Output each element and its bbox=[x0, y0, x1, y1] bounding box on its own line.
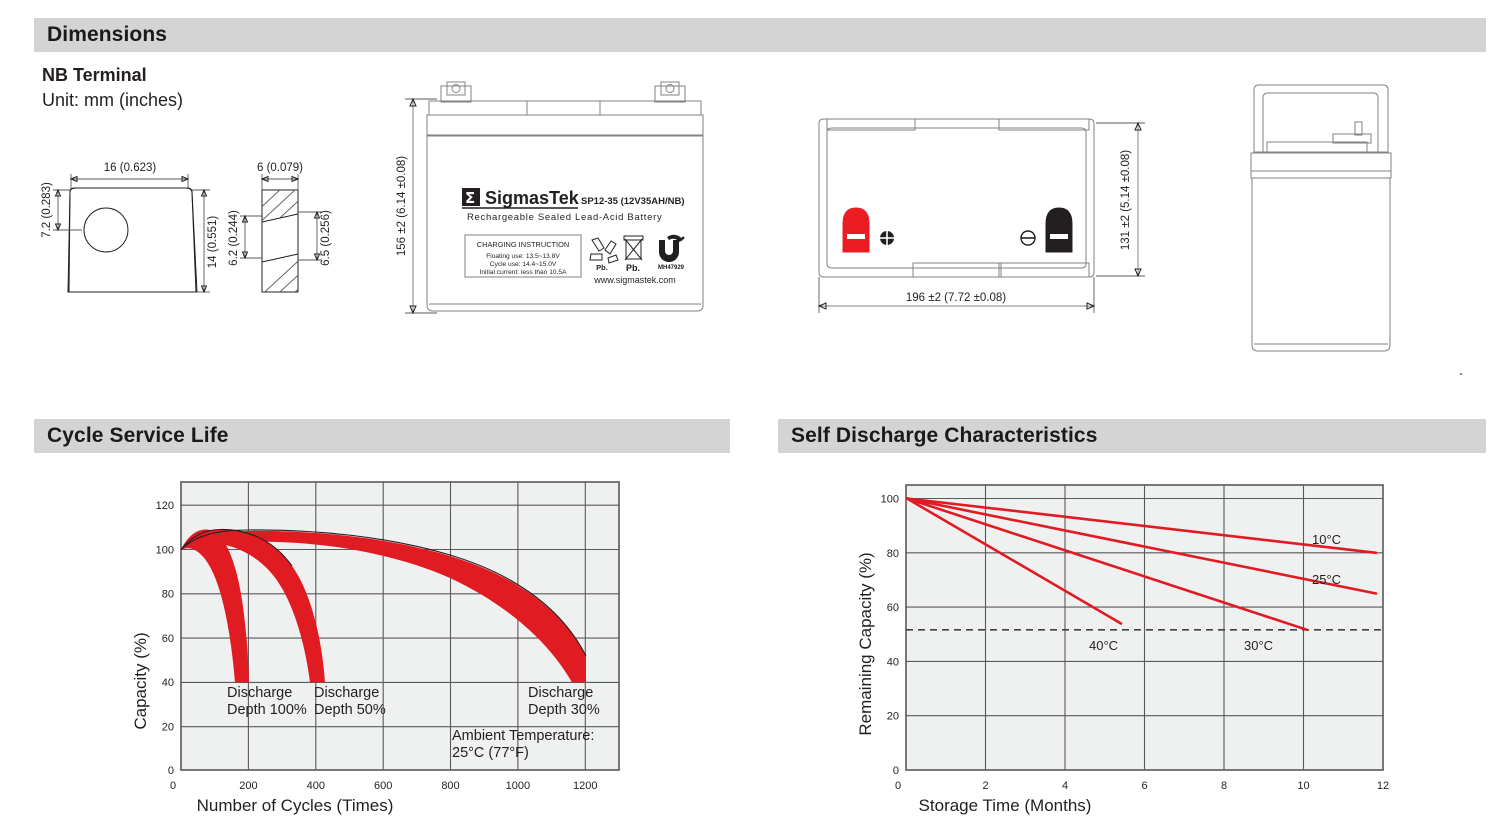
battery-label-content: Σ SigmasTek SP12-35 (12V35AH/NB) Recharg… bbox=[462, 188, 685, 285]
terminal-type-label: NB Terminal bbox=[42, 65, 147, 85]
no-trash-pb-text: Pb. bbox=[626, 263, 640, 273]
ul-listed-icon: MH47929 bbox=[658, 234, 685, 271]
ytick-60: 60 bbox=[162, 633, 174, 645]
series-line-10C bbox=[905, 497, 1378, 555]
annotation-ambient-line1: Ambient Temperature: bbox=[452, 728, 594, 744]
xtick-400: 400 bbox=[307, 780, 325, 792]
y-axis-title-sd: Remaining Capacity (%) bbox=[856, 552, 875, 735]
series-label-25C: 25°C bbox=[1312, 572, 1341, 587]
annotation-dod50-line2: Depth 50% bbox=[314, 702, 386, 718]
annotation-dod30-line2: Depth 30% bbox=[528, 702, 600, 718]
xtick-sd-4: 4 bbox=[1062, 780, 1068, 792]
annotation-dod30-line1: Discharge bbox=[528, 685, 593, 701]
ytick-sd-100: 100 bbox=[881, 494, 899, 506]
ytick-sd-0: 0 bbox=[893, 765, 899, 777]
xtick-sd-8: 8 bbox=[1221, 780, 1227, 792]
xtick-0: 0 bbox=[170, 780, 176, 792]
battery-description: Rechargeable Sealed Lead-Acid Battery bbox=[467, 212, 662, 223]
xtick-sd-2: 2 bbox=[982, 780, 988, 792]
section-header-self-discharge: Self Discharge Characteristics bbox=[778, 419, 1486, 453]
section-title-cycle-service-life: Cycle Service Life bbox=[47, 424, 229, 447]
negative-polarity-icon bbox=[1020, 230, 1036, 246]
charging-instruction-title: CHARGING INSTRUCTION bbox=[477, 240, 569, 249]
section-header-dimensions: Dimensions bbox=[34, 18, 1486, 52]
dim-battery-height: 156 ±2 (6.14 ±0.08) bbox=[396, 156, 408, 256]
dim-battery-width: 196 ±2 (7.72 ±0.08) bbox=[906, 292, 1006, 304]
y-axis-title: Capacity (%) bbox=[131, 632, 150, 729]
ytick-sd-60: 60 bbox=[887, 602, 899, 614]
annotation-dod100-line2: Depth 100% bbox=[227, 702, 307, 718]
xtick-1200: 1200 bbox=[573, 780, 597, 792]
negative-terminal bbox=[1045, 207, 1073, 253]
dim-terminal-thickness: 6 (0.079) bbox=[257, 162, 303, 174]
dim-battery-depth: 131 ±2 (5.14 ±0.08) bbox=[1120, 150, 1132, 250]
xtick-sd-6: 6 bbox=[1141, 780, 1147, 792]
charging-line-1: Cycle use: 14.4~15.0V bbox=[490, 261, 557, 268]
xtick-600: 600 bbox=[374, 780, 392, 792]
ytick-20: 20 bbox=[162, 722, 174, 734]
ytick-80: 80 bbox=[162, 589, 174, 601]
x-axis-title-sd: Storage Time (Months) bbox=[919, 796, 1092, 815]
recycle-pb-text: Pb. bbox=[596, 263, 608, 272]
ytick-40: 40 bbox=[162, 677, 174, 689]
ytick-0: 0 bbox=[168, 765, 174, 777]
ytick-100: 100 bbox=[156, 544, 174, 556]
xtick-200: 200 bbox=[239, 780, 257, 792]
section-header-cycle-service-life: Cycle Service Life bbox=[34, 419, 730, 453]
sigma-logo-icon bbox=[462, 188, 480, 206]
ul-file-number: MH47929 bbox=[658, 265, 685, 271]
terminal-detail-drawing: 16 (0.623) 7.2 (0.283) 14 (0.551) bbox=[40, 150, 390, 330]
dim-terminal-height: 14 (0.551) bbox=[207, 216, 219, 269]
ytick-120: 120 bbox=[156, 500, 174, 512]
xtick-sd-0: 0 bbox=[895, 780, 901, 792]
charging-line-2: Initial current: less than 10.5A bbox=[480, 269, 567, 276]
unit-note-label: Unit: mm (inches) bbox=[42, 90, 184, 110]
xtick-sd-12: 12 bbox=[1377, 780, 1389, 792]
dim-terminal-outer: 6.5 (0.256) bbox=[320, 210, 332, 266]
ytick-sd-40: 40 bbox=[887, 656, 899, 668]
battery-top-view: 131 ±2 (5.14 ±0.08) 196 ±2 (7.72 ±0.08) bbox=[800, 100, 1190, 325]
series-label-40C: 40°C bbox=[1089, 638, 1118, 653]
annotation-dod50-line1: Discharge bbox=[314, 685, 379, 701]
dim-terminal-inner: 6.2 (0.244) bbox=[228, 210, 240, 266]
dim-terminal-width: 16 (0.623) bbox=[104, 162, 157, 174]
charging-instruction-box bbox=[464, 234, 582, 278]
svg-text:Σ: Σ bbox=[465, 189, 475, 207]
series-label-10C: 10°C bbox=[1312, 532, 1341, 547]
annotation-dod100-line1: Discharge bbox=[227, 685, 292, 701]
xtick-800: 800 bbox=[441, 780, 459, 792]
section-title-self-discharge: Self Discharge Characteristics bbox=[791, 424, 1098, 447]
series-label-30C: 30°C bbox=[1244, 638, 1273, 653]
brand-name: SigmasTek bbox=[485, 188, 580, 208]
x-axis-title: Number of Cycles (Times) bbox=[197, 796, 394, 815]
xtick-sd-10: 10 bbox=[1297, 780, 1309, 792]
positive-polarity-icon bbox=[879, 230, 895, 246]
annotation-ambient-line2: 25°C (77°F) bbox=[452, 745, 529, 761]
charging-line-0: Floating use: 13.5~13.8V bbox=[486, 253, 560, 260]
page-artifact-dot bbox=[1460, 373, 1462, 375]
series-line-25C bbox=[905, 497, 1378, 595]
battery-end-view bbox=[1230, 80, 1430, 365]
recycle-pb-icon: Pb. bbox=[589, 237, 619, 272]
series-line-40C bbox=[905, 497, 1123, 625]
chart-cycle-service-life: 0 20 40 60 80 100 120 0 200 400 600 800 … bbox=[120, 466, 660, 816]
dim-terminal-hole-offset: 7.2 (0.283) bbox=[41, 182, 53, 238]
chart-self-discharge: 10°C 25°C 30°C 40°C 0 20 40 60 80 100 0 … bbox=[850, 466, 1410, 816]
ytick-sd-20: 20 bbox=[887, 711, 899, 723]
section-title-dimensions: Dimensions bbox=[47, 23, 168, 46]
series-line-30C bbox=[905, 497, 1309, 632]
ytick-sd-80: 80 bbox=[887, 548, 899, 560]
battery-side-view: 156 ±2 (6.14 ±0.08) Σ SigmasTek SP12-35 … bbox=[395, 80, 745, 325]
no-trash-pb-icon: Pb. bbox=[623, 235, 644, 273]
model-number: SP12-35 (12V35AH/NB) bbox=[581, 196, 685, 207]
positive-terminal bbox=[842, 207, 870, 253]
website-text: www.sigmastek.com bbox=[593, 275, 676, 285]
xtick-1000: 1000 bbox=[506, 780, 530, 792]
